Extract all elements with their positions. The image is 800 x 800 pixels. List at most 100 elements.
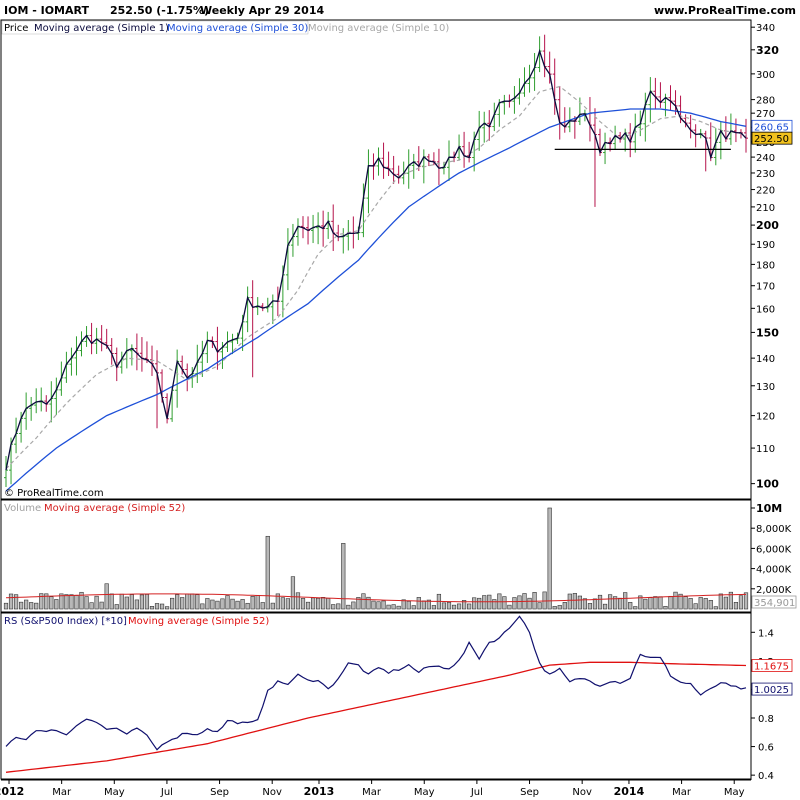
x-tick-label: Jul (160, 787, 173, 798)
rs-tick-label: 0.4 (758, 771, 774, 782)
volume-bar (316, 597, 321, 610)
legend-ma1[interactable]: Moving average (Simple 1) (34, 23, 169, 34)
volume-bar (185, 593, 190, 610)
volume-bar (290, 576, 296, 610)
price-tick-label: 100 (756, 478, 779, 491)
volume-bar (275, 593, 280, 610)
volume-bar (376, 601, 381, 610)
volume-bar (743, 592, 749, 610)
volume-bar (220, 598, 225, 610)
volume-bar (728, 591, 733, 610)
volume-bar (331, 604, 336, 610)
legend-volume[interactable]: Volume (4, 503, 41, 514)
volume-bar (537, 602, 542, 610)
volume-bar (235, 600, 240, 610)
volume-bar (39, 593, 44, 610)
volume-bar (461, 600, 467, 610)
volume-tick-label: 10M (756, 502, 782, 515)
price-marker-label: 252.50 (754, 134, 789, 145)
price-panel-frame (0, 19, 752, 500)
x-tick-label: May (104, 787, 125, 798)
x-tick-label: Mar (672, 787, 692, 798)
period-date: Weekly Apr 29 2014 (200, 4, 324, 17)
volume-bar (552, 606, 557, 610)
volume-bar (607, 594, 613, 610)
volume-bar (154, 603, 160, 610)
volume-bar (633, 606, 638, 610)
rs-marker-label: 1.1675 (754, 662, 789, 673)
volume-bar (738, 595, 744, 610)
volume-bar (175, 594, 180, 610)
volume-bar (613, 596, 618, 610)
volume-bar (79, 591, 84, 610)
legend-rs[interactable]: RS (S&P500 Index) [*10] (4, 616, 127, 627)
legend-rs-ma[interactable]: Moving average (Simple 52) (128, 616, 269, 627)
x-tick-label: 2014 (614, 785, 645, 798)
legend-ma30[interactable]: Moving average (Simple 30) (167, 23, 308, 34)
volume-bar (74, 595, 79, 610)
last-price: 252.50 (-1.75%) (110, 4, 209, 17)
volume-bar (577, 595, 582, 610)
volume-bar (341, 543, 346, 610)
volume-bar (381, 600, 386, 610)
volume-bar (643, 598, 648, 610)
volume-bar (567, 593, 572, 610)
x-tick-label: Mar (52, 787, 72, 798)
price-tick-label: 110 (756, 444, 775, 455)
volume-bar (13, 594, 19, 610)
volume-bar (285, 598, 291, 610)
volume-bar (230, 598, 235, 610)
price-series (4, 34, 748, 492)
volume-bar (572, 593, 577, 610)
volume-bar (200, 603, 205, 610)
x-tick-label: Sep (210, 787, 229, 798)
price-tick-label: 320 (756, 44, 779, 57)
volume-bar (703, 598, 708, 610)
volume-bar (180, 597, 185, 610)
volume-bar (336, 603, 341, 610)
price-tick-label: 180 (756, 260, 775, 271)
volume-bar (351, 601, 356, 610)
volume-bar (507, 604, 512, 610)
volume-bar (718, 593, 723, 610)
volume-bar (260, 602, 265, 610)
volume-bar (84, 596, 89, 610)
volume-bar (69, 594, 74, 610)
volume-bar (446, 602, 452, 610)
volume-bar (195, 594, 200, 610)
legend-volume-ma[interactable]: Moving average (Simple 52) (44, 503, 185, 514)
legend-price[interactable]: Price (4, 23, 28, 34)
volume-bar (59, 593, 64, 610)
volume-bar (54, 599, 59, 610)
volume-bar (99, 601, 104, 610)
volume-bar (210, 599, 215, 610)
volume-bar (255, 594, 260, 610)
rs-series (5, 615, 747, 773)
price-tick-label: 280 (756, 96, 775, 107)
volume-bar (527, 597, 532, 610)
volume-bar (225, 595, 230, 610)
volume-bar (477, 597, 482, 610)
volume-bar (321, 597, 326, 610)
close-line (5, 48, 747, 471)
volume-bar (431, 605, 436, 610)
volume-bar (205, 598, 210, 610)
legend-ma10[interactable]: Moving average (Simple 10) (308, 23, 449, 34)
symbol-title: IOM - IOMART (4, 4, 89, 17)
price-tick-label: 240 (756, 153, 775, 164)
price-tick-label: 210 (756, 203, 775, 214)
x-tick-label: May (414, 787, 435, 798)
volume-bar (668, 595, 673, 610)
volume-bar (542, 591, 547, 610)
volume-bar (109, 593, 114, 610)
volume-bar (29, 602, 34, 610)
volume-bar (451, 604, 457, 610)
volume-bar (441, 602, 447, 610)
volume-bar (416, 597, 421, 610)
volume-bar (134, 599, 139, 610)
price-tick-label: 170 (756, 282, 775, 293)
price-tick-label: 140 (756, 354, 775, 365)
volume-tick-label: 4,000K (756, 565, 792, 576)
rs-tick-label: 0.6 (758, 743, 774, 754)
x-tick-label: Jul (470, 787, 483, 798)
